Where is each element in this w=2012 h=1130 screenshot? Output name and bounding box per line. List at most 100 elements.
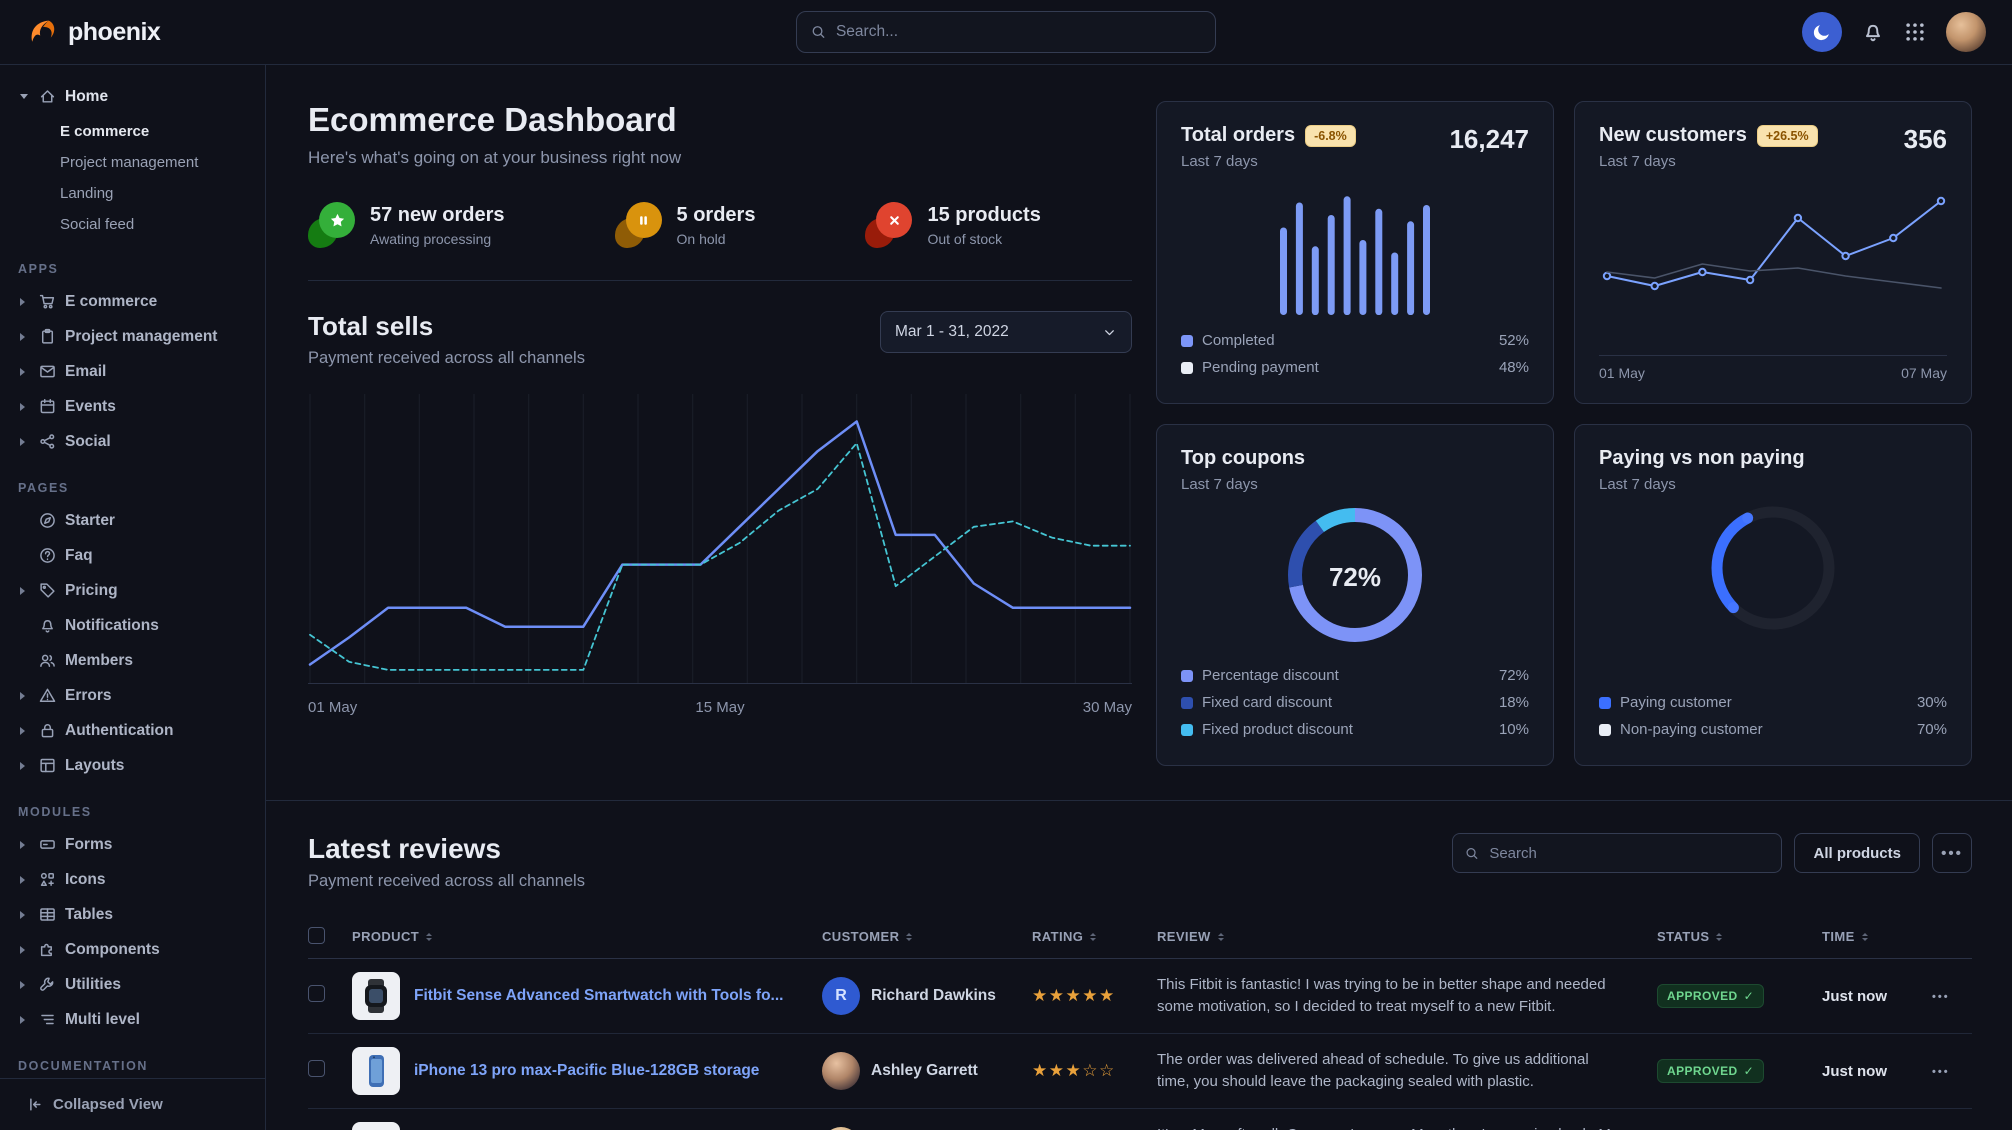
layout-icon [39,757,56,774]
main-content: Ecommerce Dashboard Here's what's going … [266,65,2012,1130]
column-header-review[interactable]: REVIEW [1157,929,1657,945]
customer-avatar [822,1127,860,1130]
sidebar-item-email[interactable]: Email [18,354,247,389]
sidebar: Home E commerce Project management Landi… [0,65,266,1130]
sidebar-item-events[interactable]: Events [18,389,247,424]
card-title: New customers [1599,124,1747,146]
dashboard-left-column: Ecommerce Dashboard Here's what's going … [308,101,1132,766]
sidebar-item-errors[interactable]: Errors [18,678,247,713]
column-header-rating[interactable]: RATING [1032,929,1157,945]
reviews-search-input[interactable] [1489,844,1770,862]
brand-name: phoenix [68,17,161,46]
rating-stars: ★★★★★ [1032,986,1116,1005]
section-heading-documentation: DOCUMENTATION [18,1059,149,1073]
trend-badge: +26.5% [1756,124,1818,147]
sidebar-item-layouts[interactable]: Layouts [18,748,247,783]
sidebar-subitem-landing[interactable]: Landing [60,185,114,202]
legend-non-paying-customer: Non-paying customer 70% [1599,716,1947,743]
sidebar-item-members[interactable]: Members [18,643,247,678]
reviews-toolbar: All products ••• [1452,833,1972,873]
sidebar-item-pricing[interactable]: Pricing [18,573,247,608]
row-checkbox[interactable] [308,1060,325,1077]
sidebar-subitem-social-feed[interactable]: Social feed [60,216,135,233]
row-checkbox[interactable] [308,985,325,1002]
sidebar-item-project-management-app[interactable]: Project management [18,319,247,354]
all-products-button[interactable]: All products [1794,833,1920,873]
column-header-customer[interactable]: CUSTOMER [822,929,1032,945]
chevron-right-icon [18,762,30,770]
sidebar-item-starter[interactable]: Starter [18,503,247,538]
stat-orders-on-hold: 5 orders On hold [614,202,755,248]
sidebar-item-faq[interactable]: Faq [18,538,247,573]
sidebar-subitem-project-management[interactable]: Project management [60,154,199,171]
brand-logo[interactable]: phoenix [26,16,161,49]
sidebar-item-components[interactable]: Components [18,932,247,967]
apps-grid-button[interactable] [1904,21,1926,43]
sidebar-item-tables[interactable]: Tables [18,897,247,932]
sidebar-item-notifications[interactable]: Notifications [18,608,247,643]
select-all-checkbox[interactable] [308,926,325,944]
moon-icon [1812,22,1832,42]
sort-icon [1862,930,1868,944]
row-actions-button[interactable]: ••• [1932,991,1950,1003]
chevron-right-icon [18,946,30,954]
customer-cell[interactable] [822,1127,1032,1130]
sidebar-item-home[interactable]: Home [18,79,247,114]
trend-badge: -6.8% [1305,124,1356,147]
user-avatar[interactable] [1946,12,1986,52]
notifications-button[interactable] [1862,21,1884,43]
chevron-right-icon [18,981,30,989]
column-header-time[interactable]: TIME [1822,929,1932,945]
column-header-status[interactable]: STATUS [1657,929,1822,945]
help-icon [39,547,56,564]
stats-row: 57 new orders Awating processing 5 order… [308,202,1132,281]
global-search[interactable] [796,11,1216,53]
new-customers-card: New customers +26.5% Last 7 days 356 01 … [1574,101,1972,404]
sidebar-item-forms[interactable]: Forms [18,827,247,862]
customer-cell[interactable]: Ashley Garrett [822,1052,1032,1090]
sidebar-item-ecommerce-app[interactable]: E commerce [18,284,247,319]
search-input[interactable] [835,23,1201,41]
date-range-select[interactable]: Mar 1 - 31, 2022 [880,311,1132,353]
row-actions-button[interactable]: ••• [1932,1066,1950,1078]
sidebar-item-icons[interactable]: Icons [18,862,247,897]
sort-icon [1218,930,1224,944]
product-link[interactable]: iPhone 13 pro max-Pacific Blue-128GB sto… [414,1062,760,1079]
more-options-button[interactable]: ••• [1932,833,1972,873]
new-customers-value: 356 [1903,124,1947,154]
collapsed-view-toggle[interactable]: Collapsed View [0,1078,265,1130]
phoenix-logo-icon [31,20,55,42]
check-icon: ✓ [1743,1064,1755,1078]
theme-toggle-button[interactable] [1802,12,1842,52]
customer-avatar [822,1052,860,1090]
search-icon [1465,846,1479,861]
bell-icon [39,617,56,634]
table-row: iPhone 13 pro max-Pacific Blue-128GB sto… [308,1034,1972,1109]
sidebar-item-authentication[interactable]: Authentication [18,713,247,748]
column-header-product[interactable]: PRODUCT [352,929,822,945]
reviews-search[interactable] [1452,833,1783,873]
sidebar-nav: Home E commerce Project management Landi… [0,79,265,1078]
top-navbar: phoenix [0,0,2012,65]
total-sells-title: Total sells [308,311,434,341]
chevron-right-icon [18,692,30,700]
total-sells-subtitle: Payment received across all channels [308,349,585,367]
lock-icon [39,722,56,739]
customer-cell[interactable]: R Richard Dawkins [822,977,1032,1015]
puzzle-icon [39,941,56,958]
product-image-macbook [352,1122,400,1130]
status-badge: APPROVED ✓ [1657,984,1765,1008]
product-link[interactable]: Fitbit Sense Advanced Smartwatch with To… [414,987,784,1004]
sidebar-subitem-ecommerce[interactable]: E commerce [60,123,150,140]
stat-new-orders: 57 new orders Awating processing [308,202,505,248]
chevron-right-icon [18,438,30,446]
sidebar-item-social[interactable]: Social [18,424,247,459]
legend-percentage-discount: Percentage discount 72% [1181,662,1529,689]
chevron-right-icon [18,333,30,341]
sidebar-item-utilities[interactable]: Utilities [18,967,247,1002]
review-time: Just now [1822,1062,1888,1080]
sidebar-item-multi-level[interactable]: Multi level [18,1002,247,1037]
sort-icon [1090,930,1096,944]
star-icon [308,202,355,248]
new-customers-line-chart [1602,196,1946,291]
